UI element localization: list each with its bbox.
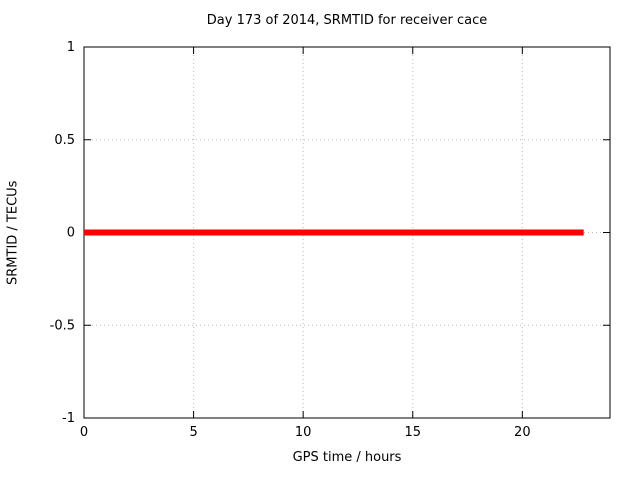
chart-title: Day 173 of 2014, SRMTID for receiver cac…: [206, 13, 488, 28]
y-tick-label: 0.5: [54, 133, 75, 148]
x-tick-label: 15: [404, 425, 421, 440]
x-tick-label: 0: [80, 425, 88, 440]
y-tick-label: -1: [62, 411, 75, 426]
x-tick-label: 10: [295, 425, 312, 440]
y-tick-label: 1: [67, 40, 75, 55]
y-tick-label: -0.5: [50, 318, 75, 333]
x-tick-label: 20: [514, 425, 531, 440]
x-axis-label: GPS time / hours: [292, 450, 402, 465]
x-tick-label: 5: [189, 425, 197, 440]
y-tick-label: 0: [67, 226, 75, 241]
